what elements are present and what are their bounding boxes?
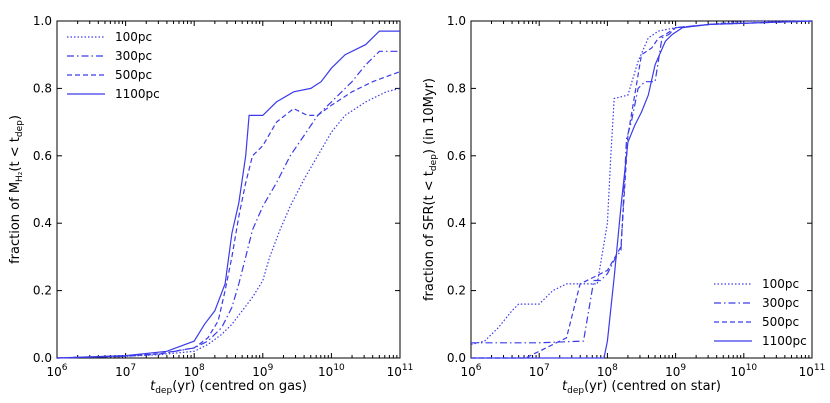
x-tick-label: 1011	[799, 363, 826, 379]
series-line-300pc	[471, 20, 813, 344]
x-tick-label: 107	[529, 363, 550, 379]
legend-label-300pc: 300pc	[115, 49, 152, 63]
y-tick-label: 0.0	[33, 351, 52, 365]
x-axis-label: tdep(yr) (centred on star)	[562, 379, 721, 396]
series-line-300pc	[56, 50, 400, 359]
legend: 100pc 300pc 500pc 1100pc	[67, 30, 160, 101]
legend-label-1100pc: 1100pc	[115, 87, 160, 101]
y-tick-label: 0.6	[447, 149, 466, 163]
legend-label-500pc: 500pc	[115, 68, 152, 82]
legend-label-1100pc: 1100pc	[762, 334, 807, 348]
y-tick-label: 0.4	[447, 216, 466, 230]
x-tick-label: 1011	[387, 363, 414, 379]
x-tick-label: 108	[597, 363, 618, 379]
x-tick-label: 109	[252, 363, 273, 379]
legend-label-500pc: 500pc	[762, 315, 799, 329]
series-line-500pc	[56, 71, 401, 359]
x-axis-label: tdep(yr) (centred on gas)	[150, 379, 307, 396]
y-tick-label: 0.2	[33, 284, 52, 298]
x-tick-label: 1010	[318, 363, 345, 379]
series-line-1100pc	[56, 30, 400, 359]
panel-left: 106 107 108 109 1010 1011 0.0 0.2 0.4 0.6 0.8 1.0 td…	[8, 14, 413, 396]
legend-label-100pc: 100pc	[762, 277, 799, 291]
x-tick-label: 106	[460, 363, 481, 379]
plot-frame	[470, 20, 813, 359]
y-tick-label: 1.0	[447, 14, 466, 28]
y-axis-label: fraction of MH₂(t < tdep)	[8, 115, 25, 264]
x-tick-label: 107	[115, 363, 136, 379]
y-tick-label: 0.4	[33, 216, 52, 230]
y-tick-label: 0.8	[33, 81, 52, 95]
y-tick-label: 0.8	[447, 81, 466, 95]
legend: 100pc 300pc 500pc 1100pc	[714, 277, 807, 348]
legend-label-300pc: 300pc	[762, 296, 799, 310]
y-tick-label: 0.0	[447, 351, 466, 365]
x-tick-label: 1010	[730, 363, 757, 379]
series-line-100pc	[56, 87, 401, 359]
series-line-1100pc	[471, 20, 813, 359]
x-tick-label: 106	[46, 363, 67, 379]
y-tick-label: 1.0	[33, 14, 52, 28]
y-tick-label: 0.2	[447, 284, 466, 298]
panel-right: 106 107 108 109 1010 1011 0.0 0.2 0.4 0.6 0.8 1.0 td…	[422, 14, 825, 396]
y-axis-label: fraction of SFR(t < tdep) (in 10Myr)	[422, 78, 439, 301]
x-tick-label: 108	[184, 363, 205, 379]
x-tick-label: 109	[665, 363, 686, 379]
plot-frame	[56, 20, 401, 359]
y-tick-label: 0.6	[33, 149, 52, 163]
series-line-100pc	[470, 20, 812, 346]
series-line-500pc	[471, 20, 813, 359]
legend-label-100pc: 100pc	[115, 30, 152, 44]
